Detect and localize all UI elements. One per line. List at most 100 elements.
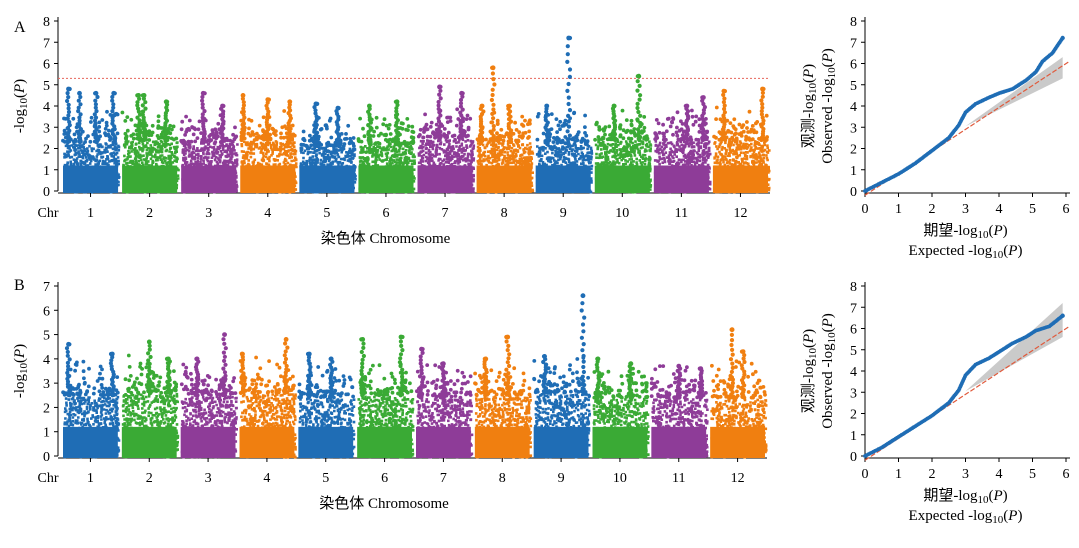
snp-point (730, 384, 735, 389)
snp-point (491, 134, 496, 139)
snp-point (490, 87, 495, 92)
snp-point (352, 144, 356, 148)
snp-point (291, 386, 295, 391)
snp-point (638, 124, 643, 129)
snp-point (491, 127, 496, 132)
chromosome-label-8: 8 (501, 206, 508, 221)
snp-point (374, 115, 379, 120)
snp-point (473, 371, 477, 376)
snp-point (346, 123, 351, 128)
snp-point (758, 385, 763, 390)
snp-point (671, 132, 675, 137)
snp-point (701, 111, 706, 116)
snp-point (275, 362, 279, 367)
chromosome-label-11: 11 (672, 471, 685, 486)
snp-point (404, 370, 408, 375)
snp-point (184, 114, 189, 119)
panel-label-b: B (14, 277, 25, 294)
snp-point (684, 384, 689, 389)
snp-point (415, 369, 420, 374)
snp-point (147, 365, 152, 370)
snp-point (373, 391, 377, 395)
snp-point (434, 383, 439, 388)
snp-point (586, 375, 590, 380)
snp-point (583, 113, 587, 118)
snp-point (674, 130, 679, 135)
snp-point (635, 79, 640, 84)
snp-point (392, 377, 397, 382)
snp-point (666, 116, 671, 121)
snp-point (629, 122, 634, 127)
snp-point (67, 357, 72, 362)
chromosome-label-2: 2 (146, 471, 153, 486)
snp-point (759, 112, 765, 117)
snp-point (736, 384, 741, 389)
snp-point (523, 130, 528, 135)
y-axis-title: -log10(P) (12, 344, 30, 398)
confidence-band (965, 57, 1063, 127)
snp-point (341, 374, 346, 378)
snp-point (359, 378, 364, 383)
snp-point (583, 125, 587, 129)
snp-point (382, 376, 387, 381)
chromosome-3-base (181, 165, 237, 193)
snp-point (554, 117, 559, 121)
snp-point (528, 118, 532, 123)
snp-point (436, 103, 441, 108)
snp-point (159, 132, 164, 137)
snp-point (399, 121, 404, 126)
snp-point (315, 385, 320, 390)
snp-point (635, 88, 640, 93)
snp-point (577, 380, 581, 384)
snp-point (474, 393, 479, 398)
peak-snp-point (136, 93, 142, 98)
peak-snp-point (760, 86, 765, 92)
snp-point (466, 125, 471, 130)
snp-point (222, 354, 227, 359)
expected-line (864, 325, 1070, 461)
snp-point (110, 98, 115, 103)
peak-snp-point (419, 346, 424, 352)
qq-x-tick-label: 2 (929, 467, 936, 482)
peak-snp-point (287, 99, 293, 105)
snp-point (683, 368, 688, 373)
snp-point (600, 372, 605, 376)
snp-point (386, 126, 391, 131)
snp-point (210, 128, 215, 133)
snp-point (66, 102, 71, 107)
snp-point (555, 130, 559, 135)
snp-point (658, 394, 663, 399)
peak-snp-point (77, 90, 82, 96)
snp-point (108, 138, 112, 142)
snp-point (580, 348, 585, 353)
chromosome-4-base (239, 426, 295, 458)
snp-point (150, 123, 155, 128)
snp-point (655, 380, 660, 384)
snp-point (561, 374, 566, 379)
snp-point (499, 127, 504, 132)
snp-point (640, 382, 645, 387)
snp-point (496, 139, 501, 144)
snp-point (306, 373, 311, 378)
snp-point (358, 116, 362, 121)
snp-point (388, 142, 392, 146)
snp-point (671, 116, 675, 120)
snp-point (325, 370, 329, 374)
snp-point (139, 372, 144, 377)
snp-point (497, 375, 501, 379)
chromosome-11-base (651, 426, 707, 458)
snp-point (673, 380, 677, 385)
snp-point (400, 348, 405, 353)
y-tick-label: 7 (43, 280, 50, 295)
snp-point (668, 124, 673, 129)
qq-y-title-cn: 观测-log10(P) (800, 329, 819, 413)
qq-plot-b: 0 1 2 3 4 5 6 7 8 0 1 2 3 4 5 6 期望-log10(P) Expected -log… (800, 280, 1070, 526)
snp-point (667, 391, 671, 396)
snp-point (200, 94, 205, 100)
snp-point (65, 349, 70, 355)
snp-point (100, 367, 104, 372)
snp-point (368, 379, 373, 384)
snp-point (250, 382, 255, 387)
snp-point (760, 115, 765, 120)
snp-point (409, 389, 414, 394)
